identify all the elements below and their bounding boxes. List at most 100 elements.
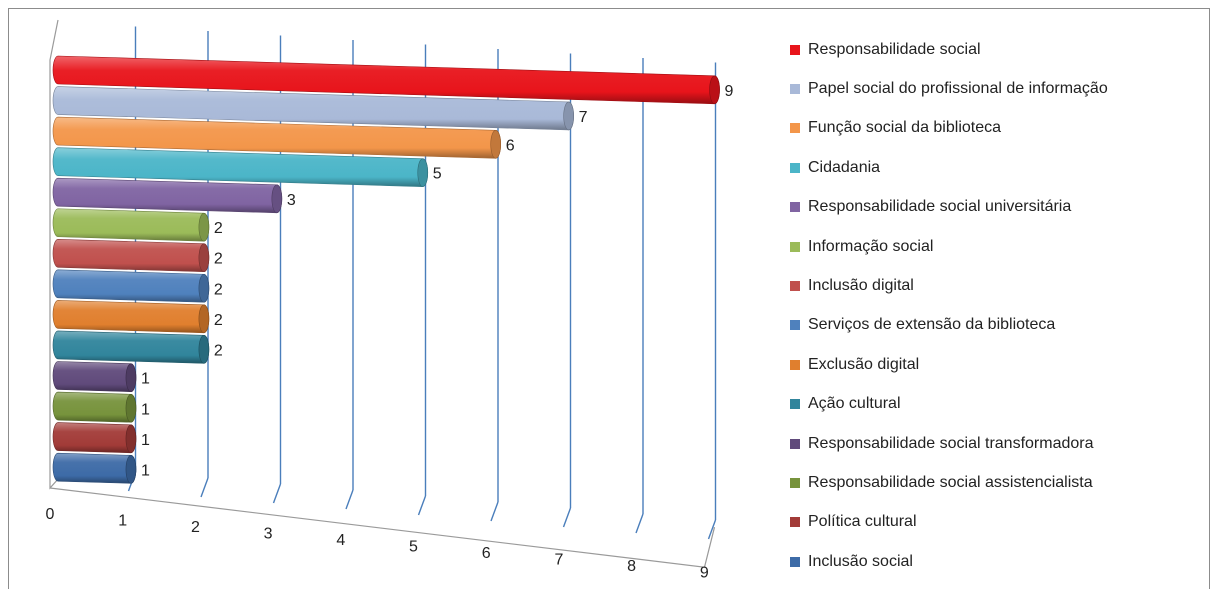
x-tick-label: 0: [46, 506, 55, 523]
x-tick-label: 9: [700, 565, 709, 582]
bar-end-cap: [490, 130, 502, 159]
legend-swatch: [790, 517, 800, 528]
x-tick-label: 1: [118, 513, 127, 530]
bar-body: [52, 391, 137, 423]
legend-label: Inclusão digital: [808, 277, 914, 295]
legend-label: Ação cultural: [808, 395, 901, 413]
legend-item: Inclusão digital: [790, 266, 1108, 305]
legend-swatch: [790, 162, 800, 173]
bar-end-cap: [198, 243, 210, 273]
data-label: 2: [214, 251, 223, 268]
legend-item: Responsabilidade social assistencialista: [790, 463, 1108, 502]
bar-end-cap: [125, 455, 137, 484]
legend-swatch: [790, 123, 800, 134]
legend-item: Ação cultural: [790, 385, 1108, 424]
legend-swatch: [790, 202, 800, 213]
legend-swatch: [790, 281, 800, 292]
data-label: 1: [141, 432, 150, 449]
legend-label: Serviços de extensão da biblioteca: [808, 316, 1056, 334]
bar-end-cap: [198, 335, 210, 364]
x-tick-label: 3: [264, 526, 273, 543]
bar: [52, 330, 210, 364]
bar-end-cap: [417, 158, 429, 187]
legend-label: Responsabilidade social: [808, 40, 981, 58]
bar-body: [52, 422, 137, 454]
left-wall: [49, 19, 60, 490]
x-tick-label: 5: [409, 539, 418, 556]
bar: [52, 116, 502, 159]
bar-body: [52, 361, 137, 393]
legend-label: Papel social do profissional de informaç…: [808, 80, 1108, 98]
data-label: 2: [214, 312, 223, 329]
x-axis-ticks: 0 1 2 3 4 5 6 7 8 9: [46, 506, 709, 582]
bar: [52, 391, 137, 423]
data-label: 7: [579, 109, 588, 126]
gridline-floor-4: [345, 489, 354, 510]
bar-end-cap: [563, 101, 574, 131]
x-tick-label: 2: [191, 519, 200, 536]
data-label: 1: [141, 371, 150, 388]
legend-item: Exclusão digital: [790, 345, 1108, 384]
bar: [52, 208, 210, 242]
bar-body: [52, 452, 137, 484]
gridline-floor-6: [490, 501, 499, 522]
legend-swatch: [790, 84, 800, 95]
bar: [52, 361, 137, 393]
legend-swatch: [790, 241, 800, 252]
bar: [52, 452, 137, 484]
legend-swatch: [790, 320, 800, 331]
chart-walls: [49, 19, 716, 568]
legend-item: Responsabilidade social transformadora: [790, 424, 1108, 463]
bar-body: [52, 177, 283, 214]
legend-label: Função social da biblioteca: [808, 119, 1002, 137]
bar: [52, 147, 429, 187]
data-label: 1: [141, 462, 150, 479]
data-label: 2: [214, 220, 223, 237]
bar: [52, 300, 210, 334]
bar-end-cap: [125, 393, 137, 423]
bar-end-cap: [198, 304, 210, 334]
bar: [52, 55, 720, 105]
data-label: 5: [433, 166, 442, 183]
data-label: 2: [214, 281, 223, 298]
legend-swatch: [790, 477, 800, 488]
data-label: 1: [141, 401, 150, 418]
bar-body: [52, 269, 210, 303]
legend-label: Inclusão social: [808, 552, 913, 570]
legend-label: Responsabilidade social assistencialista: [808, 473, 1093, 491]
bar-end-cap: [125, 424, 137, 454]
x-tick-label: 6: [482, 545, 491, 562]
legend-item: Serviços de extensão da biblioteca: [790, 306, 1108, 345]
x-tick-label: 8: [627, 558, 636, 575]
data-label: 3: [287, 192, 296, 209]
legend-item: Função social da biblioteca: [790, 109, 1108, 148]
bar-end-cap: [198, 273, 210, 303]
legend-label: Política cultural: [808, 513, 917, 531]
legend: Responsabilidade social Papel social do p…: [790, 30, 1108, 581]
legend-item: Inclusão social: [790, 542, 1108, 581]
gridline-floor-8: [635, 513, 644, 534]
legend-label: Responsabilidade social transformadora: [808, 434, 1094, 452]
legend-swatch: [790, 399, 800, 410]
bar-body: [52, 330, 210, 364]
data-label: 6: [506, 137, 515, 154]
gridline-floor-2: [200, 477, 209, 498]
legend-item: Responsabilidade social: [790, 30, 1108, 69]
bar: [52, 86, 574, 131]
bar-end-cap: [271, 184, 283, 214]
legend-item: Responsabilidade social universitária: [790, 188, 1108, 227]
legend-label: Exclusão digital: [808, 355, 920, 373]
legend-swatch: [790, 44, 800, 55]
legend-swatch: [790, 359, 800, 370]
bar-body: [52, 238, 210, 273]
floor-edge: [49, 487, 716, 568]
legend-item: Papel social do profissional de informaç…: [790, 69, 1108, 108]
legend-item: Cidadania: [790, 148, 1108, 187]
x-tick-label: 7: [554, 552, 563, 569]
bar-end-cap: [125, 363, 137, 393]
gridline-floor-3: [272, 483, 282, 504]
gridline-floor-7: [562, 507, 572, 528]
bar: [52, 177, 283, 214]
bar: [52, 269, 210, 303]
